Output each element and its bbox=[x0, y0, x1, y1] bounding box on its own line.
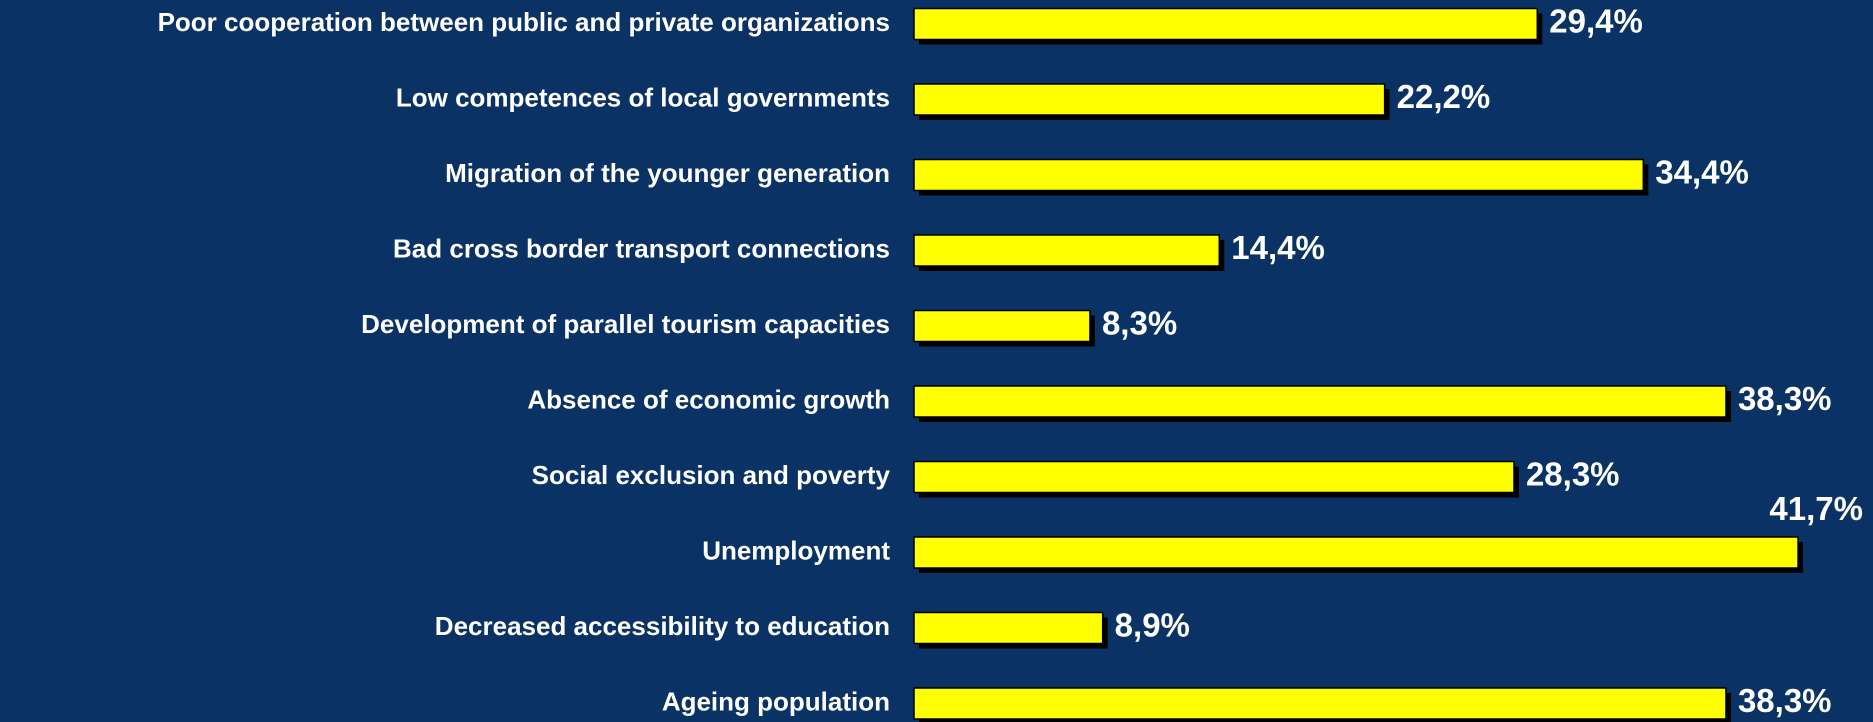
bar bbox=[913, 7, 1539, 41]
value-label: 14,4% bbox=[1231, 229, 1325, 266]
value-label: 8,9% bbox=[1115, 607, 1190, 644]
bar bbox=[913, 687, 1727, 720]
category-label: Decreased accessibility to education bbox=[435, 611, 890, 641]
category-label: Poor cooperation between public and priv… bbox=[158, 7, 890, 37]
value-label: 41,7% bbox=[1769, 490, 1863, 527]
value-label: 29,4% bbox=[1549, 3, 1643, 40]
value-label: 38,3% bbox=[1738, 380, 1832, 417]
value-label: 34,4% bbox=[1655, 154, 1749, 191]
value-label: 38,3% bbox=[1738, 682, 1832, 719]
category-label: Development of parallel tourism capaciti… bbox=[361, 309, 890, 339]
bar bbox=[913, 611, 1104, 645]
category-label: Social exclusion and poverty bbox=[532, 460, 891, 490]
category-label: Absence of economic growth bbox=[527, 384, 890, 414]
category-label: Low competences of local governments bbox=[396, 82, 890, 112]
category-label: Ageing population bbox=[662, 686, 890, 716]
value-label: 22,2% bbox=[1397, 78, 1491, 115]
category-label: Migration of the younger generation bbox=[445, 158, 890, 188]
bar bbox=[913, 83, 1386, 116]
bar bbox=[913, 385, 1727, 418]
bar bbox=[913, 536, 1799, 569]
bar bbox=[913, 158, 1645, 192]
value-label: 8,3% bbox=[1102, 305, 1177, 342]
bar bbox=[913, 309, 1091, 343]
bar bbox=[913, 234, 1221, 267]
value-label: 28,3% bbox=[1526, 456, 1620, 493]
category-label: Bad cross border transport connections bbox=[393, 233, 890, 263]
bar bbox=[913, 460, 1515, 494]
category-label: Unemployment bbox=[702, 535, 890, 565]
